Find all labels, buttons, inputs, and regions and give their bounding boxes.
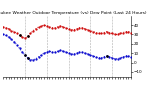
Title: Milwaukee Weather Outdoor Temperature (vs) Dew Point (Last 24 Hours): Milwaukee Weather Outdoor Temperature (v… xyxy=(0,11,146,15)
